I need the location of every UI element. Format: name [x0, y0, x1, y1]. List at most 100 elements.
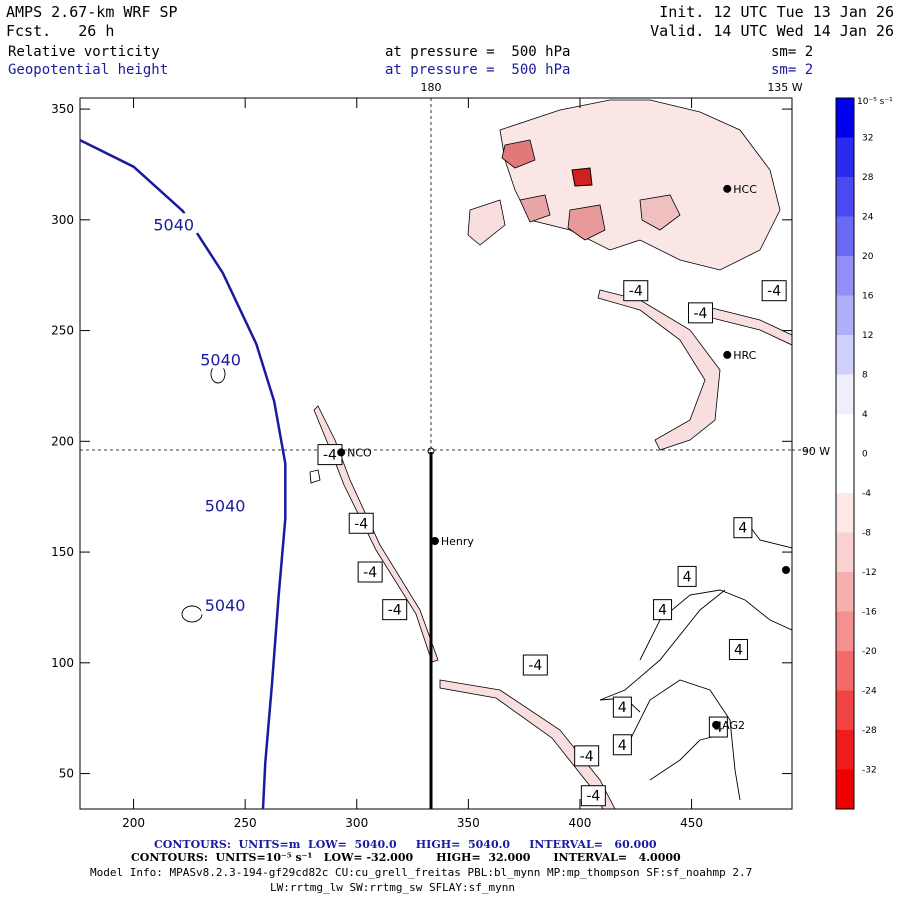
station-markers: NCO Henry HRC HCC AG2 [337, 183, 790, 732]
vorticity-label-box [348, 512, 374, 534]
height-label-bg [201, 594, 250, 615]
x-tick-label: 350 [457, 816, 480, 830]
footer-model-info: Model Info: MPASv8.2.3-194-gf29cd82c CU:… [90, 866, 753, 879]
height-label-bg [201, 494, 250, 515]
pole-marker [427, 447, 435, 455]
vorticity-label-box [653, 599, 673, 621]
vorticity-contour-label: -4 [767, 284, 781, 300]
x-tick-label: 250 [234, 816, 257, 830]
y-tick-label: 200 [51, 434, 74, 448]
vorticity-label-box [357, 561, 383, 583]
vorticity-label-box [382, 599, 408, 621]
vorticity-label-box [728, 639, 748, 661]
height-label-bg [196, 348, 245, 369]
x-tick-label: 450 [680, 816, 703, 830]
init-time: Init. 12 UTC Tue 13 Jan 26 [659, 3, 894, 21]
x-tick-label: 200 [122, 816, 145, 830]
colorbar: 32 28 24 20 16 12 8 4 0 -4 -8 -12 -16 -20 -24 -28 -32 [835, 97, 877, 810]
vorticity-shading [313, 99, 792, 809]
vorticity-contour-label: -4 [586, 789, 600, 805]
vorticity-contour-label: -4 [528, 658, 542, 674]
vorticity-contour-label: -4 [629, 284, 643, 300]
height-contour-label: 5040 [153, 215, 194, 234]
x-tick-label: 400 [569, 816, 592, 830]
colorbar-level: -32 [862, 766, 877, 776]
valid-time: Valid. 14 UTC Wed 14 Jan 26 [650, 22, 894, 40]
station-label: AG2 [722, 719, 745, 732]
station-dot [782, 566, 790, 574]
vorticity-contour-label: 4 [618, 700, 627, 716]
colorbar-level: 4 [862, 410, 868, 420]
colorbar-level: -28 [862, 726, 877, 736]
colorbar-frame [835, 97, 855, 810]
vorticity-contour-label: 4 [658, 603, 667, 619]
lon-label-180: 180 [421, 81, 442, 94]
colorbar-level: -4 [862, 489, 871, 499]
vorticity-label-box [580, 785, 606, 807]
vorticity-contour-label: -4 [323, 448, 337, 464]
y-tick-label: 100 [51, 656, 74, 670]
station-label: Henry [441, 535, 475, 548]
vorticity-label-box [612, 696, 632, 718]
colorbar-level: 8 [862, 371, 868, 381]
x-tick-label: 300 [345, 816, 368, 830]
colorbar-swatch [836, 769, 854, 810]
y-tick-label: 300 [51, 213, 74, 227]
colorbar-level: 16 [862, 292, 874, 302]
field1-name: Relative vorticity [8, 44, 160, 60]
vorticity-contour-label: 4 [738, 521, 747, 537]
colorbar-swatch [836, 493, 854, 533]
y-tick-label: 250 [51, 324, 74, 338]
vorticity-contour-labels: -4-4-4-4-4-4-4-4-4-44444444 [317, 280, 787, 807]
height-contour-label: 5040 [205, 596, 246, 615]
footer-height-contours: CONTOURS: UNITS=m LOW= 5040.0 HIGH= 5040… [154, 838, 657, 851]
colorbar-swatch [836, 453, 854, 494]
colorbar-swatch [836, 216, 854, 257]
geopotential-height-contours: 5040 5040 5040 5040 [79, 138, 287, 810]
model-title: AMPS 2.67-km WRF SP [6, 3, 178, 21]
field1-pressure: at pressure = 500 hPa [385, 44, 571, 60]
colorbar-level: -24 [862, 687, 877, 697]
colorbar-swatch [836, 611, 854, 652]
colorbar-unit: 10⁻⁵ s⁻¹ [857, 97, 893, 107]
vorticity-contour-label: 4 [618, 738, 627, 754]
vorticity-contour-label: -4 [388, 603, 402, 619]
vorticity-label-box [687, 302, 713, 324]
colorbar-swatch [836, 374, 854, 415]
lon-label-135w: 135 W [767, 81, 802, 94]
vorticity-label-box [677, 565, 697, 587]
colorbar-level: 12 [862, 331, 873, 341]
colorbar-level: -16 [862, 608, 877, 618]
station-dot [723, 350, 732, 359]
vorticity-contour-label: -4 [580, 749, 594, 765]
y-tick-label: 350 [51, 102, 74, 116]
colorbar-swatch [836, 690, 854, 731]
vorticity-contour-label: -4 [694, 306, 708, 322]
footer-physics-info: LW:rrtmg_lw SW:rrtmg_sw SFLAY:sf_mynn [270, 881, 516, 894]
colorbar-swatch [836, 256, 854, 296]
vorticity-label-box [761, 280, 787, 302]
plot-frame [79, 97, 793, 810]
field2-pressure: at pressure = 500 hPa [385, 62, 571, 78]
station-label: NCO [347, 446, 372, 459]
colorbar-swatch [836, 295, 854, 336]
colorbar-swatch [836, 177, 854, 217]
y-tick-label: 150 [51, 545, 74, 559]
colorbar-swatch [836, 414, 854, 454]
height-contour-label: 5040 [200, 350, 241, 369]
vorticity-label-box [522, 654, 548, 676]
station-dot [337, 448, 346, 457]
vorticity-contour-label: -4 [363, 565, 377, 581]
station-dot [430, 536, 439, 545]
colorbar-level: -12 [862, 568, 877, 578]
colorbar-swatch [836, 651, 854, 691]
vorticity-contour-label: 4 [734, 643, 743, 659]
height-contour-5040 [79, 138, 287, 810]
field2-name: Geopotential height [8, 62, 169, 78]
colorbar-swatch [836, 572, 854, 612]
field1-smoothing: sm= 2 [771, 44, 814, 60]
colorbar-level: -8 [862, 529, 871, 539]
colorbar-swatch [836, 98, 854, 138]
footer-vorticity-contours: CONTOURS: UNITS=10⁻⁵ s⁻¹ LOW= -32.000 HI… [131, 851, 681, 864]
axis-ticks: 200 250 300 350 400 450 50 100 150 200 250 300 350 [51, 98, 792, 830]
